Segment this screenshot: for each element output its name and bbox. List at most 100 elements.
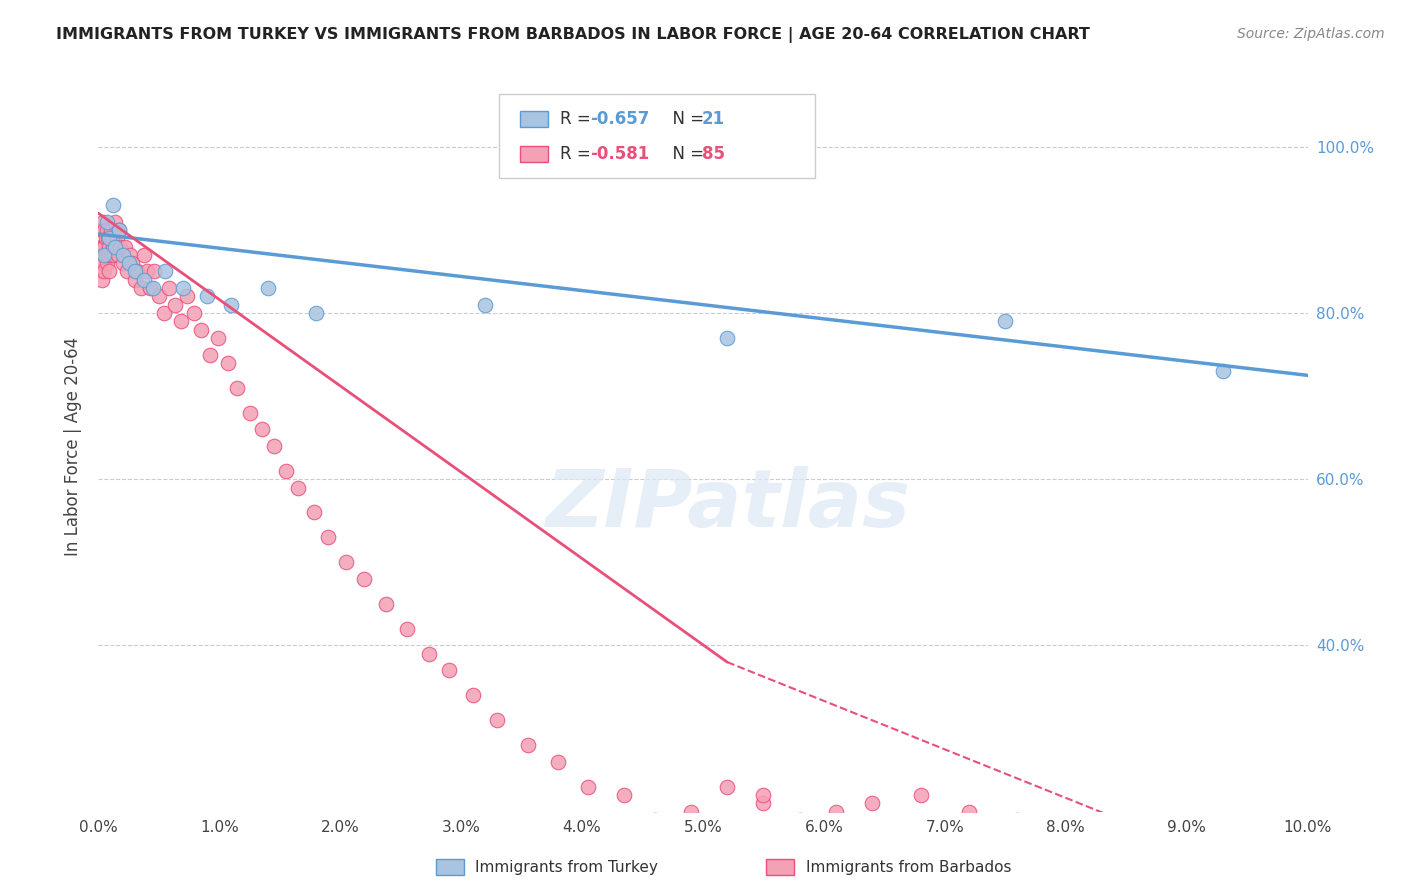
Point — [96, 214, 118, 228]
Point — [860, 797, 883, 811]
Point — [172, 281, 194, 295]
Point — [1007, 813, 1029, 827]
Point — [576, 780, 599, 794]
Text: ZIPatlas: ZIPatlas — [544, 466, 910, 543]
Point — [100, 223, 122, 237]
Point — [679, 805, 702, 819]
Point — [135, 264, 157, 278]
Text: N =: N = — [662, 145, 710, 163]
Point — [114, 239, 136, 253]
Point — [98, 264, 121, 278]
Point — [274, 464, 297, 478]
Point — [127, 264, 149, 278]
Point — [375, 597, 398, 611]
Point — [105, 231, 128, 245]
Point — [139, 281, 162, 295]
Point — [395, 622, 418, 636]
Point — [153, 264, 176, 278]
Point — [789, 813, 811, 827]
Point — [994, 314, 1017, 328]
Point — [613, 788, 636, 802]
Text: -0.581: -0.581 — [591, 145, 650, 163]
Text: Source: ZipAtlas.com: Source: ZipAtlas.com — [1237, 27, 1385, 41]
Point — [195, 289, 218, 303]
Point — [486, 714, 509, 728]
Y-axis label: In Labor Force | Age 20-64: In Labor Force | Age 20-64 — [63, 336, 82, 556]
Point — [91, 248, 114, 262]
Point — [93, 248, 115, 262]
Point — [418, 647, 440, 661]
Point — [302, 506, 325, 520]
Text: 85: 85 — [702, 145, 724, 163]
Point — [124, 273, 146, 287]
Point — [169, 314, 191, 328]
Point — [91, 239, 114, 253]
Point — [129, 281, 152, 295]
Point — [117, 264, 139, 278]
Point — [124, 264, 146, 278]
Text: -0.657: -0.657 — [591, 110, 650, 128]
Point — [101, 239, 124, 253]
Point — [353, 572, 375, 586]
Point — [305, 306, 328, 320]
Point — [716, 780, 738, 794]
Point — [316, 530, 339, 544]
Point — [437, 664, 460, 678]
Point — [107, 248, 129, 262]
Point — [94, 231, 117, 245]
Point — [163, 298, 186, 312]
Point — [547, 755, 569, 769]
Point — [96, 223, 118, 237]
Point — [142, 281, 165, 295]
Point — [1175, 830, 1198, 844]
Point — [644, 813, 666, 827]
Point — [104, 239, 127, 253]
Text: 21: 21 — [702, 110, 724, 128]
Point — [98, 231, 121, 245]
Point — [101, 198, 124, 212]
Point — [90, 264, 112, 278]
Point — [91, 273, 114, 287]
Point — [148, 289, 170, 303]
Point — [108, 223, 131, 237]
Point — [100, 231, 122, 245]
Point — [190, 323, 212, 337]
Point — [463, 689, 485, 703]
Point — [91, 256, 114, 270]
Point — [226, 381, 249, 395]
Point — [221, 298, 243, 312]
Point — [198, 347, 221, 362]
Point — [93, 223, 115, 237]
Point — [474, 298, 496, 312]
Point — [287, 481, 309, 495]
Point — [1054, 822, 1077, 836]
Point — [100, 248, 122, 262]
Point — [335, 555, 357, 569]
Point — [121, 256, 143, 270]
Point — [104, 214, 127, 228]
Point — [716, 331, 738, 345]
Point — [91, 214, 114, 228]
Point — [93, 239, 115, 253]
Point — [1212, 364, 1234, 378]
Point — [752, 797, 775, 811]
Point — [825, 805, 848, 819]
Text: R =: R = — [560, 110, 596, 128]
Point — [752, 788, 775, 802]
Point — [118, 248, 141, 262]
Point — [910, 788, 932, 802]
Point — [98, 239, 121, 253]
Point — [96, 256, 118, 270]
Text: IMMIGRANTS FROM TURKEY VS IMMIGRANTS FROM BARBADOS IN LABOR FORCE | AGE 20-64 CO: IMMIGRANTS FROM TURKEY VS IMMIGRANTS FRO… — [56, 27, 1090, 43]
Point — [516, 738, 538, 752]
Point — [103, 248, 125, 262]
Point — [134, 273, 156, 287]
Point — [111, 248, 134, 262]
Point — [108, 239, 131, 253]
Point — [118, 256, 141, 270]
Text: Immigrants from Barbados: Immigrants from Barbados — [806, 860, 1011, 874]
Point — [152, 306, 174, 320]
Point — [183, 306, 205, 320]
Point — [250, 422, 273, 436]
Point — [111, 256, 134, 270]
